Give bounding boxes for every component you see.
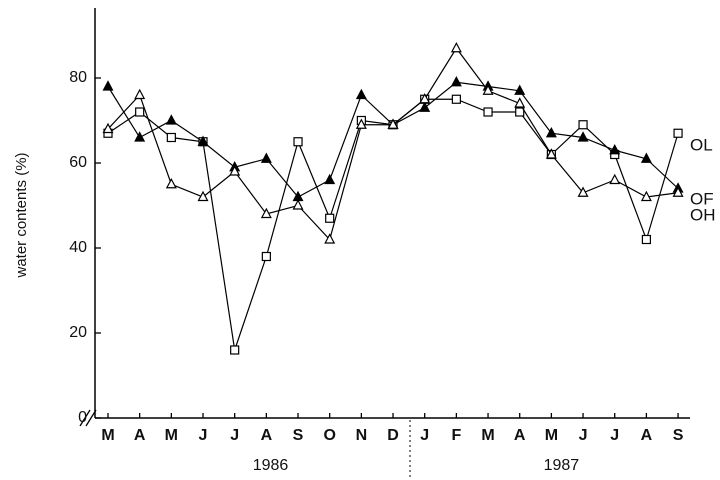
- x-tick-label: J: [420, 427, 429, 444]
- point: [672, 186, 684, 197]
- x-tick-label: M: [481, 427, 494, 444]
- point: [293, 137, 303, 147]
- point: [229, 165, 241, 176]
- x-tick-label: S: [673, 427, 684, 444]
- point: [578, 120, 588, 130]
- x-tick-label: S: [293, 427, 304, 444]
- point: [134, 88, 146, 100]
- series-label: OF: [690, 189, 714, 208]
- x-tick-label: M: [101, 427, 114, 444]
- point: [261, 251, 271, 262]
- x-tick-label: A: [261, 427, 273, 444]
- point: [450, 41, 462, 53]
- point: [545, 148, 557, 159]
- point: [134, 131, 146, 142]
- y-tick-label: 80: [69, 69, 87, 86]
- point: [419, 92, 431, 104]
- x-tick-label: J: [199, 427, 208, 444]
- x-tick-label: A: [134, 427, 146, 444]
- y-tick-label: 20: [69, 324, 87, 341]
- line: [107, 47, 679, 241]
- point: [451, 94, 461, 104]
- point: [166, 132, 176, 143]
- point: [609, 143, 621, 155]
- point: [165, 114, 177, 125]
- line: [107, 98, 679, 351]
- point: [577, 186, 589, 197]
- x-tick-label: A: [514, 427, 526, 444]
- point: [641, 234, 651, 245]
- point: [135, 107, 145, 117]
- x-tick-label: J: [579, 427, 588, 444]
- point: [292, 199, 304, 210]
- x-tick-label: M: [545, 427, 558, 444]
- point: [577, 131, 589, 142]
- point: [197, 135, 209, 146]
- point: [419, 101, 431, 112]
- y-tick-label: 40: [69, 239, 87, 256]
- point: [260, 207, 272, 219]
- point: [514, 84, 526, 95]
- point: [514, 97, 526, 108]
- series-label: OL: [690, 135, 713, 154]
- point: [325, 213, 335, 223]
- x-tick-label: N: [356, 427, 368, 444]
- x-tick-label: M: [165, 427, 178, 444]
- point: [640, 190, 652, 202]
- point: [450, 75, 462, 87]
- axis-break: [85, 409, 97, 427]
- point: [673, 128, 683, 138]
- point: [545, 126, 557, 138]
- point: [260, 152, 272, 163]
- line: [107, 81, 679, 198]
- x-tick-label: J: [610, 427, 619, 444]
- point: [609, 173, 621, 185]
- point: [230, 345, 240, 355]
- point: [102, 80, 114, 91]
- series-label: OH: [690, 205, 716, 224]
- axis-break: [79, 409, 91, 427]
- point: [640, 152, 652, 163]
- x-tick-label: D: [387, 427, 399, 444]
- point: [324, 173, 336, 185]
- point: [197, 190, 209, 202]
- point: [165, 177, 177, 189]
- year-label: 1987: [544, 457, 580, 474]
- x-tick-label: O: [323, 427, 335, 444]
- point: [324, 233, 336, 244]
- point: [387, 118, 399, 129]
- x-tick-label: A: [641, 427, 653, 444]
- y-tick-label: 0: [78, 409, 87, 426]
- point: [483, 107, 493, 117]
- point: [515, 107, 525, 117]
- point: [482, 84, 494, 95]
- x-tick-label: F: [451, 427, 461, 444]
- point: [355, 118, 367, 129]
- x-tick-label: J: [230, 427, 239, 444]
- y-tick-label: 60: [69, 154, 87, 171]
- year-label: 1986: [253, 457, 289, 474]
- point: [102, 122, 114, 134]
- point: [355, 88, 367, 100]
- y-axis-label: water contents (%): [13, 152, 30, 278]
